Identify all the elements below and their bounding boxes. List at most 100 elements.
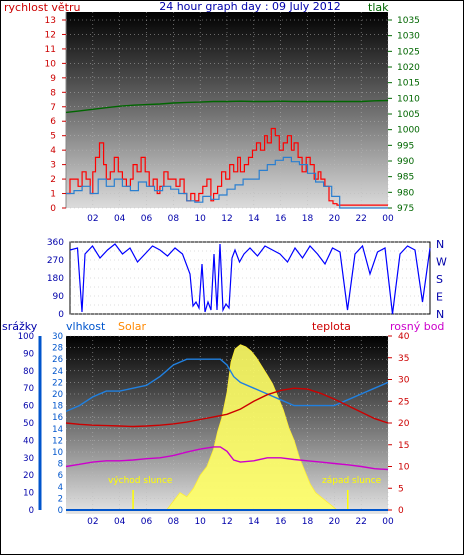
panel-1-right-tick-label: 990	[397, 157, 414, 167]
axis-label-rain: srážky	[2, 320, 38, 333]
panel-3-x-tick-label: 22	[355, 517, 366, 527]
panel-3-humidity-tick-label: 24	[52, 367, 63, 377]
panel-3-temp-tick-label: 5	[398, 484, 404, 494]
right-axis-label-pressure: tlak	[368, 1, 389, 14]
panel-1-right-tick-label: 1010	[397, 94, 420, 104]
panel-1-left-tick-label: 3	[50, 161, 56, 171]
panel-3-humidity-tick-label: 2	[58, 494, 63, 504]
panel-3-x-tick-label: 06	[141, 517, 153, 527]
panel-3-humidity-tick-label: 22	[52, 378, 63, 388]
panel-1-x-tick-label: 06	[141, 214, 153, 224]
panel-3-humidity-tick-label: 12	[52, 436, 63, 446]
panel-1-x-tick-label: 12	[221, 214, 232, 224]
panel-3-x-tick-label: 20	[329, 517, 341, 527]
panel-1-left-tick-label: 12	[45, 30, 56, 40]
panel-3-rain-tick-label: 100	[18, 332, 34, 342]
panel-1-right-tick-label: 1005	[397, 110, 420, 120]
panel-2-tick-label: 360	[47, 238, 64, 248]
panel-3-humidity-tick-label: 26	[52, 355, 63, 365]
panel-1-x-tick-label: 04	[114, 214, 126, 224]
panel-1-x-tick-label: 20	[329, 214, 341, 224]
panel-2-tick-label: 90	[53, 292, 65, 302]
left-axis-label-wind: rychlost větru	[4, 1, 80, 14]
panel-1-x-tick-label: 00	[382, 214, 394, 224]
panel-3-x-tick-label: 14	[248, 517, 260, 527]
panel-3-temp-tick-label: 20	[398, 419, 410, 429]
panel-1-right-tick-label: 1035	[397, 16, 420, 26]
panel-1-left-tick-label: 2	[50, 175, 56, 185]
annotation-sunset: západ slunce	[322, 476, 382, 486]
panel-1-x-tick-label: 14	[248, 214, 260, 224]
series-humidity	[65, 358, 389, 413]
panel-3-humidity-tick-label: 8	[58, 460, 63, 470]
panel-1-x-tick-label: 10	[194, 214, 206, 224]
series-temperature	[65, 387, 389, 428]
panel-3-x-tick-label: 16	[275, 517, 287, 527]
panel-3-rain-tick-label: 30	[23, 454, 34, 464]
panel-2-compass-label: N	[436, 308, 444, 321]
panel-1-left-tick-label: 11	[45, 45, 56, 55]
panel-3-temp-tick-label: 25	[398, 397, 409, 407]
panel-3-temp-tick-label: 0	[398, 506, 404, 516]
panel-1-right-tick-label: 1020	[397, 63, 420, 73]
series-wind-average	[66, 156, 388, 209]
panel-3-temp-tick-label: 30	[398, 376, 410, 386]
panel-3-temp-tick-label: 40	[398, 332, 410, 342]
panel-3-humidity-tick-label: 18	[52, 402, 63, 412]
panel-3-rain-tick-label: 70	[23, 384, 34, 394]
series-wind-direction	[69, 243, 431, 315]
axis-label-humidity: vlhkost	[66, 320, 106, 333]
panel-1-left-tick-label: 6	[50, 117, 56, 127]
panel-1-right-tick-label: 1030	[397, 32, 420, 42]
series-pressure	[65, 99, 389, 114]
panel-1-right-tick-label: 1000	[397, 126, 420, 136]
chart-title: 24 hour graph day : 09 July 2012	[159, 0, 341, 13]
panel-2-compass-label: E	[436, 291, 443, 304]
panel-1-left-tick-label: 4	[50, 146, 56, 156]
series-solar-area	[66, 344, 388, 511]
panel-3-humidity-tick-label: 14	[52, 425, 63, 435]
panel-3-temp-tick-label: 15	[398, 441, 409, 451]
panel-3-x-tick-label: 08	[168, 517, 180, 527]
axis-label-dewpoint: rosný bod	[390, 320, 444, 333]
panel-3-rain-tick-label: 90	[23, 349, 34, 359]
panel-1-x-tick-label: 16	[275, 214, 287, 224]
panel-1-x-tick-label: 02	[87, 214, 98, 224]
panel-3-temp-tick-label: 35	[398, 354, 409, 364]
panel-1-left-tick-label: 8	[50, 88, 56, 98]
panel-1-left-tick-label: 13	[45, 16, 56, 26]
panel-2-compass-label: S	[436, 273, 443, 286]
panel-3-rain-tick-label: 60	[23, 402, 34, 412]
panel-2-tick-label: 270	[47, 256, 64, 266]
series-dewpoint	[65, 446, 389, 471]
panel-2-tick-label: 180	[47, 274, 64, 284]
panel-3-rain-tick-label: 10	[23, 489, 34, 499]
panel-1-left-tick-label: 1	[50, 190, 56, 200]
panel-1-left-tick-label: 0	[50, 204, 56, 214]
panel-1-x-tick-label: 18	[302, 214, 314, 224]
panel-1-right-tick-label: 1025	[397, 47, 420, 57]
panel-1-right-tick-label: 980	[397, 188, 414, 198]
series-wind-gust	[66, 127, 388, 206]
panel-3-humidity-tick-label: 6	[58, 471, 63, 481]
panel-1-right-tick-label: 975	[397, 204, 414, 214]
panel-3-x-tick-label: 12	[221, 517, 232, 527]
panel-3-temp-tick-label: 10	[398, 463, 410, 473]
panel-3-rain-tick-label: 20	[23, 471, 34, 481]
panel-3-x-tick-label: 04	[114, 517, 126, 527]
panel-1-x-tick-label: 22	[355, 214, 366, 224]
panel-3-x-tick-label: 02	[87, 517, 98, 527]
panel-3-humidity-tick-label: 4	[58, 483, 63, 493]
panel-1-left-tick-label: 9	[50, 74, 56, 84]
panel-3-humidity-tick-label: 30	[52, 332, 63, 342]
panel-1-left-tick-label: 7	[50, 103, 56, 113]
panel-3-rain-tick-label: 0	[29, 506, 34, 516]
panel-1-x-tick-label: 08	[168, 214, 180, 224]
panel-2-compass-label: W	[436, 256, 447, 269]
panel-1-right-tick-label: 985	[397, 173, 414, 183]
axis-label-solar: Solar	[118, 320, 147, 333]
panel-2-tick-label: 0	[58, 310, 64, 320]
panel-3-rain-tick-label: 80	[23, 367, 34, 377]
panel-3-rain-tick-label: 40	[23, 436, 34, 446]
